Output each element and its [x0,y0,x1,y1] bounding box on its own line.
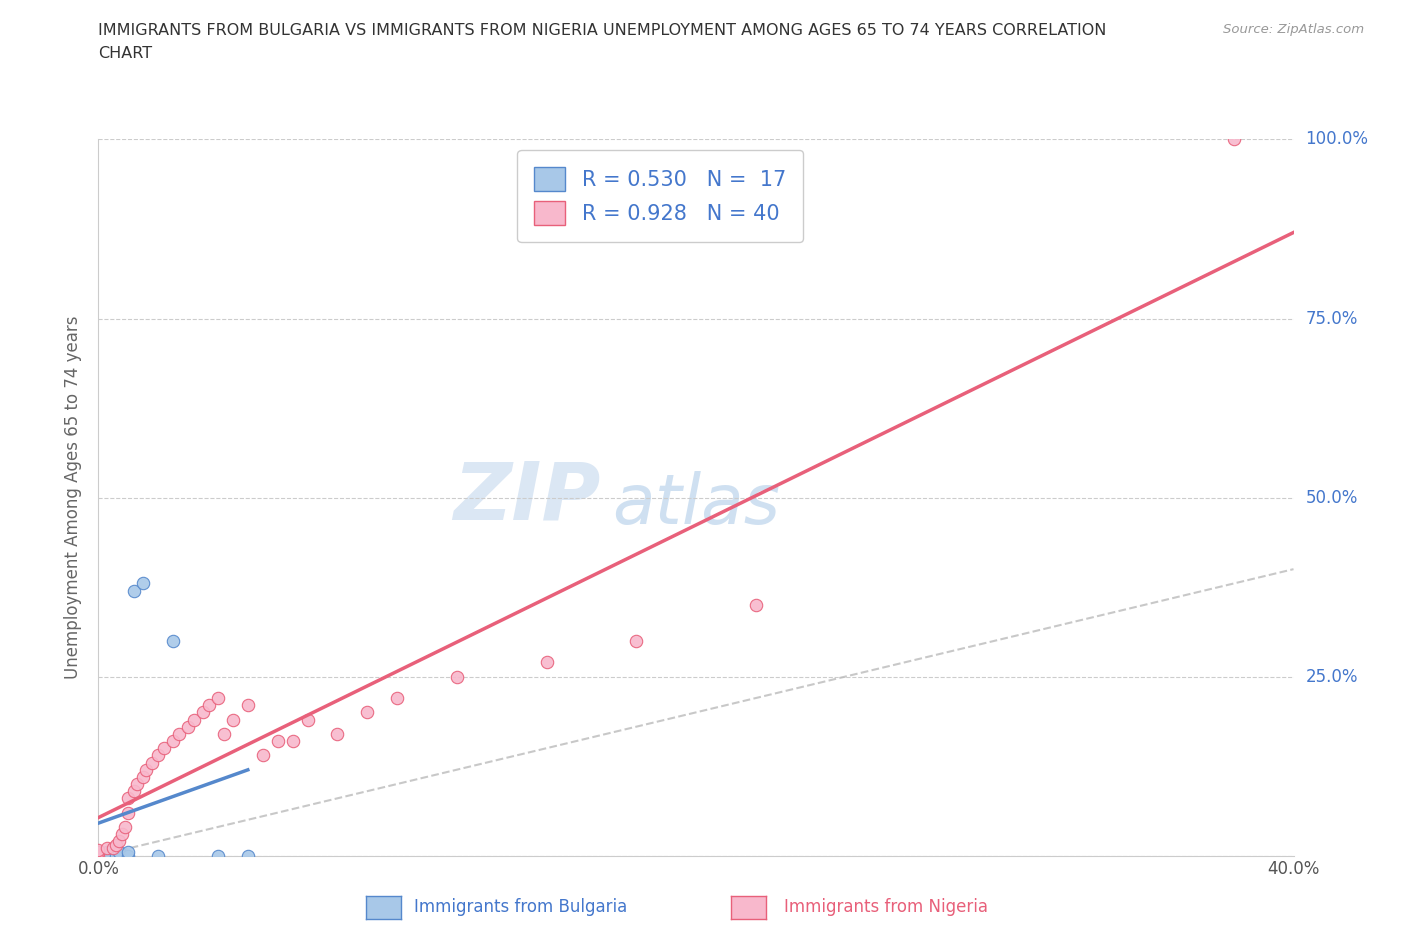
Point [111,827,134,842]
Point [114,819,136,834]
Y-axis label: Unemployment Among Ages 65 to 74 years: Unemployment Among Ages 65 to 74 years [65,316,83,679]
Point [87,848,110,863]
Text: IMMIGRANTS FROM BULGARIA VS IMMIGRANTS FROM NIGERIA UNEMPLOYMENT AMONG AGES 65 T: IMMIGRANTS FROM BULGARIA VS IMMIGRANTS F… [98,23,1107,38]
Point [267,734,290,749]
Point [87,848,110,863]
Point [1223,132,1246,147]
Point [162,734,184,749]
Point [281,734,304,749]
Point [117,848,139,863]
Point [96,841,118,856]
Point [127,777,149,791]
Text: atlas: atlas [612,472,780,538]
Point [117,805,139,820]
Point [536,655,558,670]
Point [105,848,128,863]
Point [117,844,139,859]
Point [446,670,468,684]
Point [108,834,131,849]
Point [198,698,221,712]
Point [87,844,110,859]
Point [141,755,163,770]
Point [135,763,157,777]
Point [191,705,214,720]
Point [87,848,110,863]
Point [624,633,647,648]
Text: Immigrants from Nigeria: Immigrants from Nigeria [783,897,988,916]
Point [103,841,125,856]
Point [177,719,200,734]
Text: Source: ZipAtlas.com: Source: ZipAtlas.com [1223,23,1364,36]
Text: CHART: CHART [98,46,152,61]
Point [87,843,110,857]
Point [132,576,155,591]
Text: 100.0%: 100.0% [1305,130,1368,149]
Point [222,712,245,727]
Point [117,790,139,805]
Point [236,698,259,712]
Text: 50.0%: 50.0% [1305,488,1358,507]
Legend: R = 0.530   N =  17, R = 0.928   N = 40: R = 0.530 N = 17, R = 0.928 N = 40 [517,150,803,242]
Point [148,748,170,763]
Point [87,848,110,863]
Point [745,598,768,613]
Point [212,726,235,741]
Point [148,848,170,863]
Text: Immigrants from Bulgaria: Immigrants from Bulgaria [413,897,627,916]
Point [96,844,118,859]
Point [326,726,349,741]
Point [207,848,229,863]
Point [96,848,118,863]
Text: 25.0%: 25.0% [1305,668,1358,685]
Text: 75.0%: 75.0% [1305,310,1358,327]
Point [108,844,131,859]
Point [124,784,146,799]
Point [183,712,205,727]
Point [124,583,146,598]
Point [162,633,184,648]
Point [252,748,274,763]
Point [167,726,190,741]
Point [87,844,110,859]
Point [297,712,319,727]
Point [356,705,378,720]
Point [385,691,409,706]
Text: ZIP: ZIP [453,458,600,537]
Point [153,740,176,755]
Point [236,848,259,863]
Point [87,848,110,863]
Point [132,769,155,784]
Point [105,837,128,852]
Point [207,691,229,706]
